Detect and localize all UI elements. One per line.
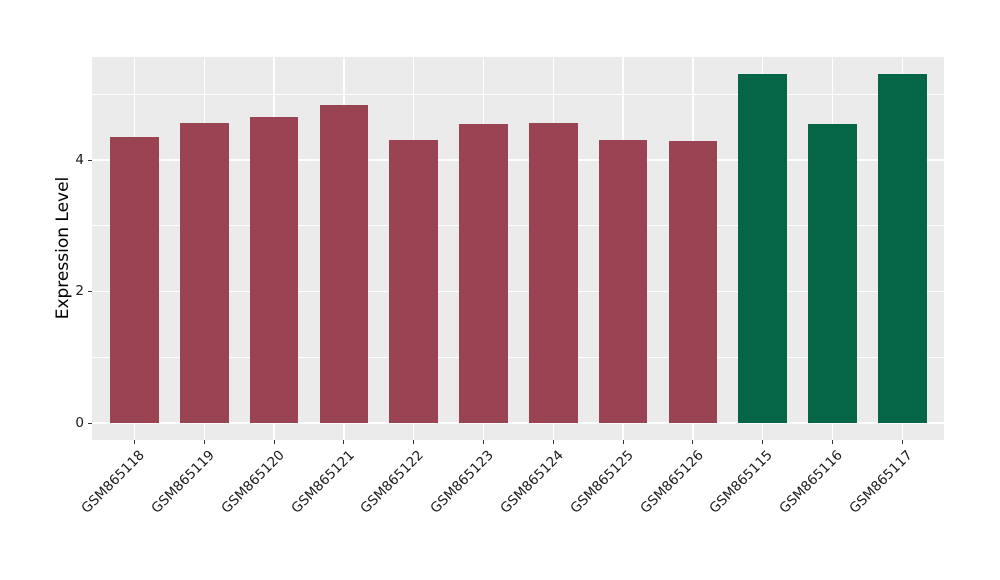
x-tick bbox=[762, 440, 764, 444]
bar bbox=[249, 117, 299, 423]
gridline-h-minor bbox=[92, 93, 944, 95]
y-tick-label: 2 bbox=[75, 283, 84, 299]
x-tick-label-text: GSM865121 bbox=[288, 447, 358, 517]
x-tick bbox=[622, 440, 624, 444]
y-tick bbox=[88, 422, 92, 424]
x-tick bbox=[832, 440, 833, 444]
x-tick-label-text: GSM865117 bbox=[846, 447, 916, 517]
bar bbox=[668, 140, 718, 423]
bar bbox=[180, 123, 229, 423]
x-tick-label-text: GSM865123 bbox=[427, 447, 498, 517]
bar bbox=[110, 136, 159, 423]
x-tick bbox=[692, 440, 694, 444]
x-tick-label-text: GSM865119 bbox=[148, 447, 218, 517]
bar bbox=[459, 124, 508, 423]
bar bbox=[529, 122, 578, 423]
x-tick bbox=[901, 440, 903, 444]
gridline-h-major bbox=[92, 290, 944, 293]
bar bbox=[738, 73, 787, 423]
y-tick bbox=[88, 159, 92, 161]
bar bbox=[598, 140, 648, 423]
x-tick-label-text: GSM865120 bbox=[218, 447, 288, 517]
x-tick-label-text: GSM865125 bbox=[567, 447, 637, 517]
x-tick-label-text: GSM865115 bbox=[706, 447, 777, 517]
x-tick bbox=[134, 440, 135, 444]
gridline-h-major bbox=[92, 422, 944, 424]
y-tick-label: 4 bbox=[75, 151, 84, 168]
x-tick bbox=[273, 440, 275, 444]
gridline-h-minor bbox=[92, 225, 944, 227]
x-tick-label-text: GSM865122 bbox=[357, 447, 428, 517]
x-tick bbox=[483, 440, 484, 444]
y-tick bbox=[88, 291, 92, 292]
x-tick-label-text: GSM865118 bbox=[78, 447, 149, 517]
x-tick bbox=[552, 440, 554, 444]
bar bbox=[878, 73, 927, 423]
plot-panel bbox=[92, 57, 944, 440]
bar bbox=[808, 123, 857, 423]
bar bbox=[389, 139, 438, 423]
x-tick-label-text: GSM865126 bbox=[637, 447, 707, 517]
x-tick-label-text: GSM865116 bbox=[776, 447, 847, 517]
y-tick-label: 0 bbox=[75, 414, 84, 431]
x-tick bbox=[203, 440, 205, 444]
x-tick-label-text: GSM865124 bbox=[497, 447, 567, 517]
bar bbox=[319, 105, 369, 423]
x-tick bbox=[413, 440, 415, 444]
gridline-h-major bbox=[92, 159, 944, 161]
x-tick bbox=[343, 440, 345, 444]
gridline-h-minor bbox=[92, 356, 944, 358]
